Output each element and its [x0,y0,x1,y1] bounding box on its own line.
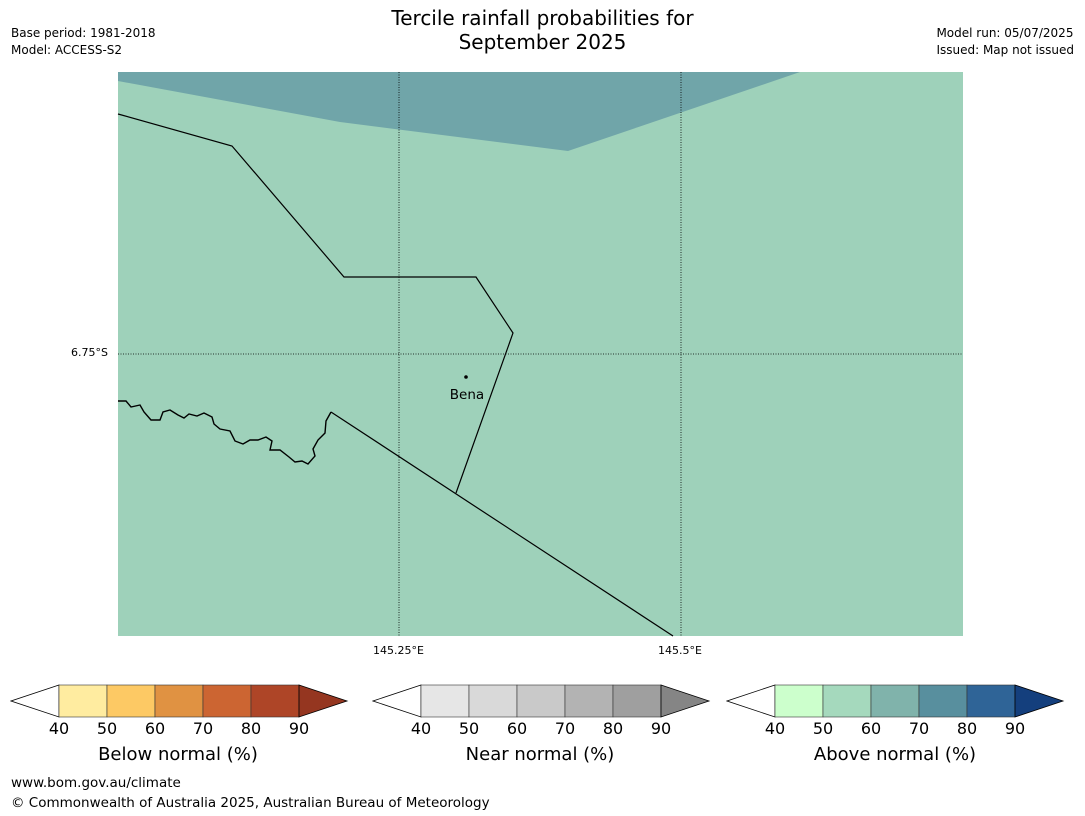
colorbar-near-tick: 50 [458,719,480,738]
colorbar-near-tick: 90 [650,719,672,738]
colorbar-above-tick: 50 [812,719,834,738]
lon-label-1: 145.25°E [373,644,424,657]
colorbar-above-arrow-left [726,684,776,718]
colorbar-below-tick: 70 [192,719,214,738]
colorbar-above-arrow-right [1014,684,1065,718]
lat-label: 6.75°S [71,346,108,359]
colorbar-below-segment [58,684,108,718]
colorbar-above-tick: 80 [956,719,978,738]
colorbar-below-tick: 40 [48,719,70,738]
colorbar-below-tick: 60 [144,719,166,738]
colorbar-label-near: Near normal (%) [465,744,615,765]
colorbar-near-arrow-right [660,684,711,718]
map-title: Tercile rainfall probabilities for Septe… [0,6,1085,54]
colorbar-near-tick: 80 [602,719,624,738]
colorbar-above-segment [918,684,968,718]
meta-left: Base period: 1981-2018 Model: ACCESS-S2 [11,25,156,59]
colorbar-label-below: Below normal (%) [98,744,258,765]
colorbar-near-segment [468,684,518,718]
province-boundary-south [330,411,674,637]
colorbar-near-segment [612,684,662,718]
colorbar-below-segment [154,684,204,718]
colorbar-below-segment [106,684,156,718]
colorbar-below [10,684,349,718]
meta-right: Model run: 05/07/2025 Issued: Map not is… [936,25,1074,59]
colorbar-near [372,684,711,718]
colorbar-near-tick: 40 [410,719,432,738]
title-line-2: September 2025 [458,30,627,54]
colorbar-above-segment [966,684,1016,718]
town-marker [464,375,468,379]
colorbar-label-above: Above normal (%) [813,744,977,765]
colorbar-below-arrow-left [10,684,60,718]
footer-copyright: © Commonwealth of Australia 2025, Austra… [11,795,490,811]
colorbar-above-segment [870,684,920,718]
colorbar-near-tick: 70 [554,719,576,738]
issued-status: Issued: Map not issued [936,43,1074,57]
lon-label-2: 145.5°E [658,644,702,657]
colorbar-above-segment [774,684,824,718]
colorbar-below-arrow-right [298,684,349,718]
coastline [118,400,332,465]
colorbar-near-tick: 60 [506,719,528,738]
colorbar-above-tick: 40 [764,719,786,738]
title-line-1: Tercile rainfall probabilities for [391,6,694,30]
colorbar-above-segment [822,684,872,718]
town-label: Bena [449,387,485,403]
base-period: Base period: 1981-2018 [11,26,156,40]
colorbar-below-segment [250,684,300,718]
model-run: Model run: 05/07/2025 [936,26,1074,40]
colorbar-above-tick: 60 [860,719,882,738]
colorbar-below-segment [202,684,252,718]
colorbar-below-tick: 90 [288,719,310,738]
colorbar-near-segment [516,684,566,718]
colorbar-near-arrow-left [372,684,422,718]
colorbar-above-tick: 70 [908,719,930,738]
colorbar-near-segment [564,684,614,718]
colorbar-near-segment [420,684,470,718]
model-name: Model: ACCESS-S2 [11,43,123,57]
colorbar-below-tick: 80 [240,719,262,738]
colorbar-below-tick: 50 [96,719,118,738]
colorbar-above [726,684,1065,718]
footer-url: www.bom.gov.au/climate [11,775,181,791]
probability-band-60-70 [118,72,800,151]
colorbar-above-tick: 90 [1004,719,1026,738]
province-boundary [117,113,514,494]
